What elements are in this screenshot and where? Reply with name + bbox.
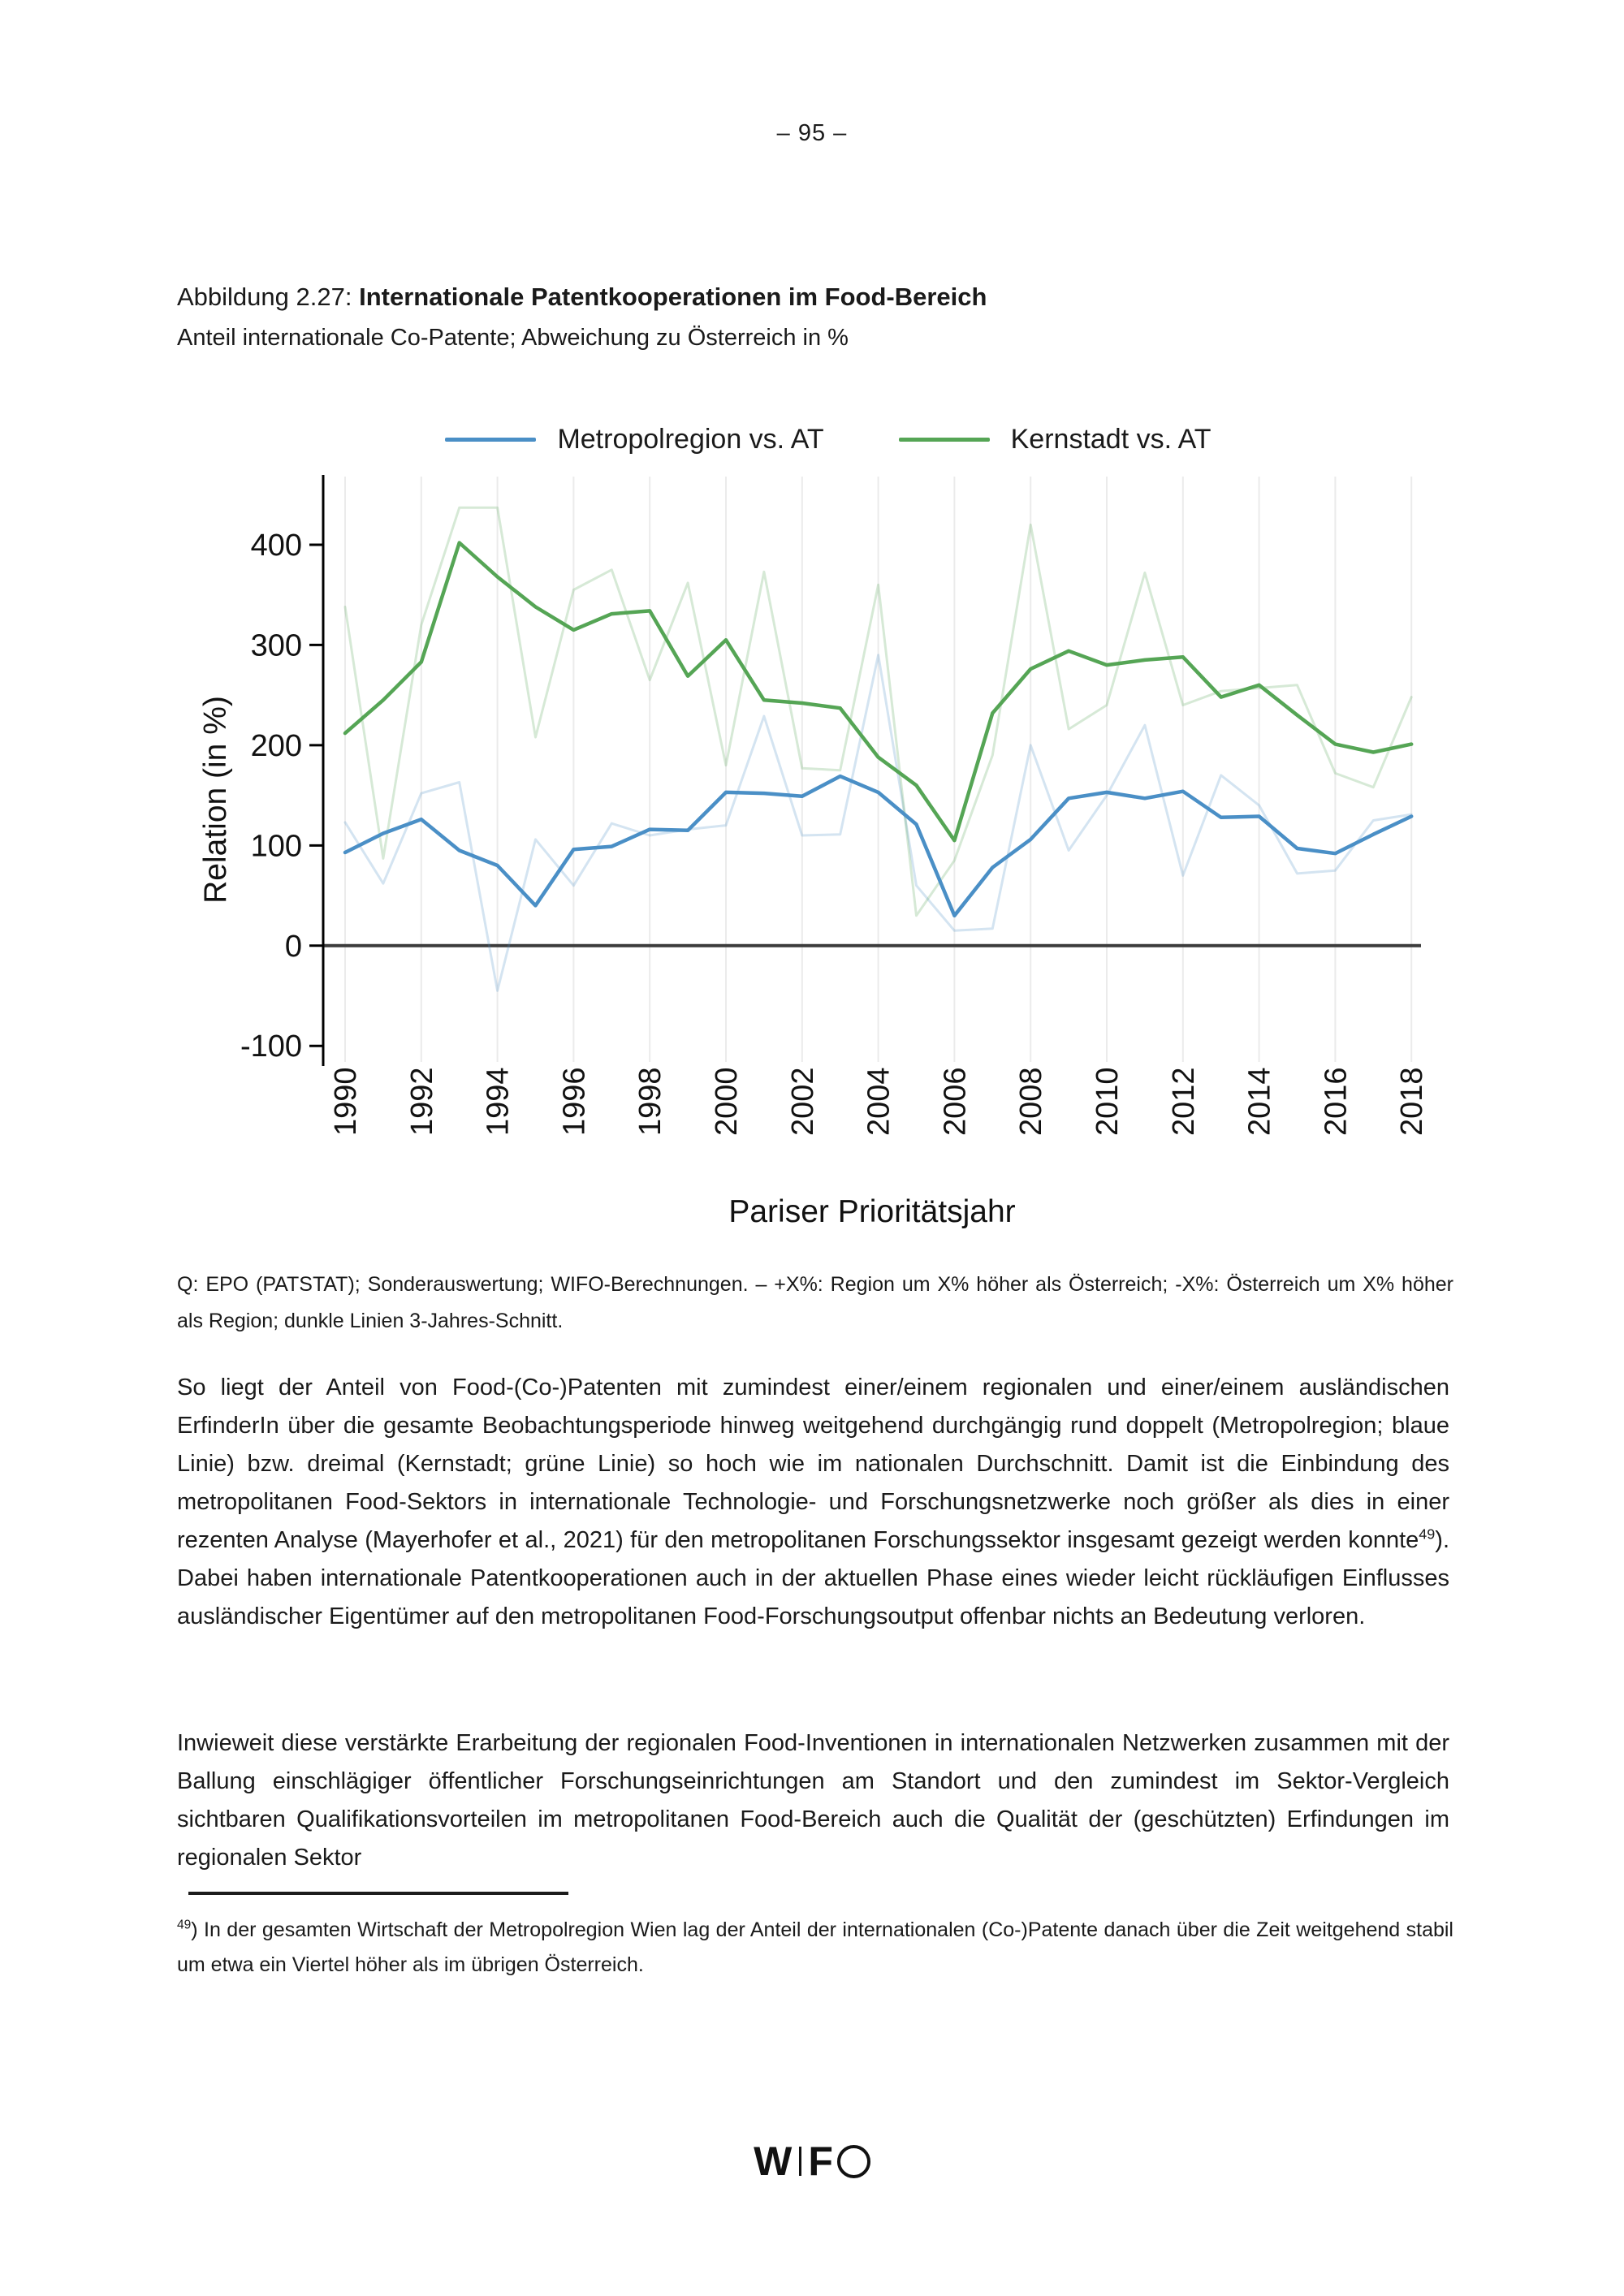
legend-line-green-icon — [898, 438, 990, 442]
wifo-logo-w: W — [754, 2138, 793, 2184]
x-tick-label-2000: 2000 — [710, 1067, 744, 1136]
legend-label-metropolregion: Metropolregion vs. AT — [557, 424, 824, 455]
footnote: 49) In der gesamten Wirtschaft der Metro… — [177, 1913, 1453, 1983]
legend-item-kernstadt: Kernstadt vs. AT — [898, 424, 1212, 455]
x-tick-label-1994: 1994 — [482, 1067, 516, 1136]
page-number: – 95 – — [776, 120, 848, 146]
x-tick-label-2018: 2018 — [1395, 1067, 1429, 1136]
footnote-marker: 49 — [177, 1918, 192, 1932]
y-tick-label-0: 0 — [285, 930, 302, 964]
wifo-logo-bar-icon — [799, 2147, 802, 2176]
x-tick-label-1992: 1992 — [405, 1067, 439, 1136]
chart-legend: Metropolregion vs. AT Kernstadt vs. AT — [195, 424, 1462, 455]
x-tick-label-2010: 2010 — [1091, 1067, 1125, 1136]
y-axis-title: Relation (in %) — [198, 696, 233, 904]
figure-chart-area: -100 0 100 200 300 400 1990 1992 1994 1996 1998 200… — [195, 467, 1462, 1254]
x-tick-label-2016: 2016 — [1319, 1067, 1353, 1136]
figure-caption: Abbildung 2.27: Internationale Patentkoo… — [177, 283, 1452, 312]
figure-source-note: Q: EPO (PATSTAT); Sonderauswertung; WIFO… — [177, 1273, 1453, 1332]
y-tick-label--100: -100 — [240, 1029, 302, 1064]
figure-caption-title: Internationale Patentkooperationen im Fo… — [359, 283, 987, 311]
p1-text-after-ref: ). Dabei haben internationale Patentkoop… — [177, 1527, 1449, 1629]
body-paragraph-1: So liegt der Anteil von Food-(Co-)Patent… — [177, 1369, 1449, 1636]
legend-line-blue-icon — [445, 438, 537, 442]
x-tick-label-2002: 2002 — [786, 1067, 820, 1136]
legend-label-kernstadt: Kernstadt vs. AT — [1010, 424, 1212, 455]
wifo-logo-f: F — [808, 2138, 834, 2184]
x-tick-label-1996: 1996 — [557, 1067, 591, 1136]
figure-caption-prefix: Abbildung 2.27: — [177, 283, 360, 311]
y-tick-label-400: 400 — [251, 529, 302, 563]
series-line-2 — [343, 774, 1414, 918]
x-tick-label-2004: 2004 — [862, 1067, 896, 1136]
x-tick-label-1998: 1998 — [633, 1067, 667, 1136]
legend-item-metropolregion: Metropolregion vs. AT — [445, 424, 824, 455]
y-tick-label-300: 300 — [251, 628, 302, 662]
footnote-text: ) In der gesamten Wirtschaft der Metropo… — [177, 1918, 1453, 1976]
footnote-separator — [188, 1892, 568, 1895]
x-tick-label-2008: 2008 — [1014, 1067, 1048, 1136]
figure-subtitle: Anteil internationale Co-Patente; Abweic… — [177, 325, 849, 351]
x-tick-label-2012: 2012 — [1167, 1067, 1201, 1136]
series-line-3 — [343, 541, 1414, 843]
x-tick-label-1990: 1990 — [329, 1067, 363, 1136]
x-axis-title: Pariser Prioritätsjahr — [728, 1194, 1015, 1229]
series-line-1 — [343, 506, 1413, 917]
y-tick-label-200: 200 — [251, 729, 302, 763]
wifo-logo-circle-icon — [836, 2144, 870, 2178]
x-tick-label-2014: 2014 — [1243, 1067, 1277, 1136]
figure-chart: -100 0 100 200 300 400 1990 1992 1994 1996 1998 200… — [198, 475, 1429, 1229]
wifo-logo: W F — [0, 2138, 1624, 2184]
body-paragraph-2: Inwieweit diese verstärkte Erarbeitung d… — [177, 1730, 1449, 1871]
footnote-reference: 49 — [1419, 1526, 1436, 1543]
x-tick-label-2006: 2006 — [938, 1067, 972, 1136]
y-tick-label-100: 100 — [251, 829, 302, 863]
p1-text-before-ref: So liegt der Anteil von Food-(Co-)Patent… — [177, 1375, 1449, 1553]
